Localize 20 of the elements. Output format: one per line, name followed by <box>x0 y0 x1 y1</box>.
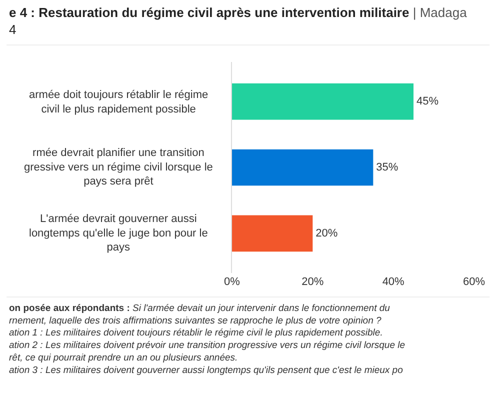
y-tick-label: armée doit toujours rétablir le régime civil le plus rapidement possible <box>29 89 208 116</box>
y-tick-label: rmée devrait planifier une transition gressive vers un régime civil lorsque le pays sera prêt <box>24 147 213 188</box>
text: on posée aux répondants : Si l'armée devait un jour intervenir dans le fonctionnement du <box>9 303 391 314</box>
text: rêt, ce qui pourrait prendre un an ou plusieurs années. <box>9 352 238 364</box>
chart-title: e 4 : Restauration du régime civil après une intervention militaire | Madaga 4 <box>9 5 467 37</box>
data-label: 45% <box>416 96 439 108</box>
data-label: 20% <box>316 227 338 240</box>
bar <box>232 83 414 120</box>
x-tick-label: 0% <box>224 276 240 288</box>
text: ation 2 : Les militaires doivent prévoir une transition progressive vers un régime civil lorsque le <box>9 340 406 352</box>
data-label: 35% <box>376 162 398 174</box>
bar <box>232 215 313 252</box>
x-tick-label: 20% <box>302 276 324 288</box>
text: ation 3 : Les militaires doivent gouverner aussi longtemps qu'ils pensent que c'est le mieux po <box>9 364 403 376</box>
x-tick-label: 60% <box>462 276 486 288</box>
text: rnement, laquelle des trois affirmations suivantes se rapproche le plus de votre opinion ? <box>9 315 382 326</box>
bar <box>232 149 374 186</box>
text: ation 1 : Les militaires doivent toujours rétablir le régime civil le plus rapidement possible. <box>9 328 383 339</box>
y-tick-label: L'armée devrait gouverner aussi longtemps qu'elle le juge bon pour le pays <box>29 213 208 254</box>
x-tick-label: 40% <box>382 276 405 288</box>
